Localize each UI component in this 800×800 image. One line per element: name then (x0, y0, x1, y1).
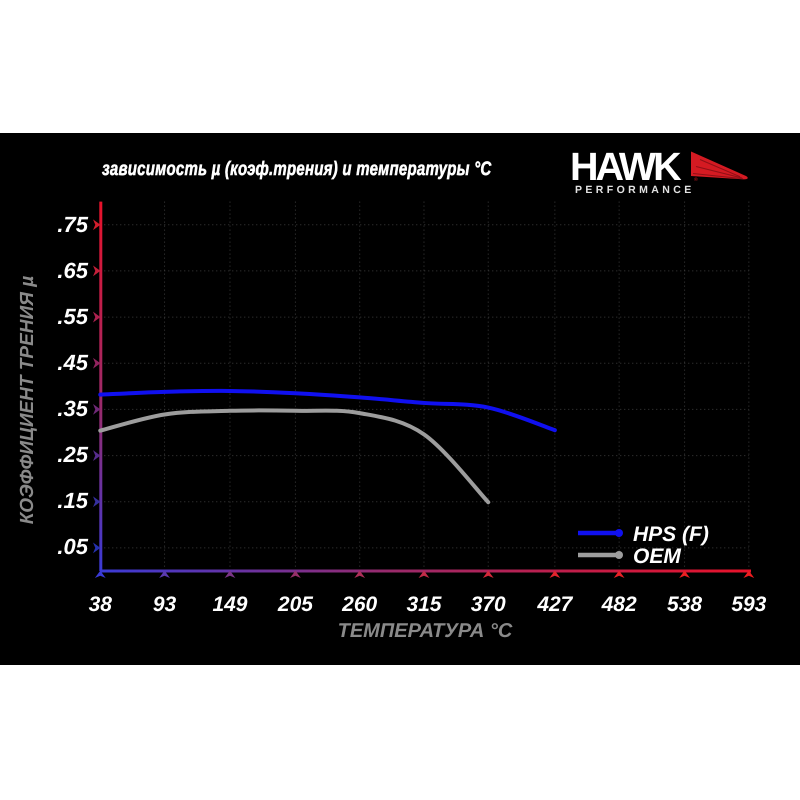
svg-text:.45: .45 (57, 350, 88, 375)
svg-text:HAWK: HAWK (572, 148, 682, 189)
svg-text:КОЭФФИЦИЕНТ ТРЕНИЯ µ: КОЭФФИЦИЕНТ ТРЕНИЯ µ (17, 276, 38, 524)
svg-text:.55: .55 (57, 304, 88, 329)
svg-text:315: 315 (406, 593, 441, 616)
svg-text:HPS (F): HPS (F) (633, 523, 709, 546)
svg-text:.05: .05 (57, 534, 88, 559)
svg-text:.15: .15 (57, 488, 88, 513)
svg-text:.25: .25 (57, 442, 88, 467)
svg-text:OEM: OEM (633, 545, 681, 568)
svg-text:149: 149 (212, 593, 247, 616)
svg-text:427: 427 (536, 593, 573, 616)
svg-text:593: 593 (731, 593, 766, 616)
svg-text:38: 38 (89, 593, 113, 616)
svg-text:.35: .35 (57, 396, 88, 421)
svg-text:205: 205 (277, 593, 313, 616)
svg-text:93: 93 (153, 593, 177, 616)
svg-text:.65: .65 (57, 258, 88, 283)
svg-text:зависимость µ (коэф.трения) и: зависимость µ (коэф.трения) и температур… (102, 158, 492, 180)
svg-text:.75: .75 (57, 212, 88, 237)
svg-text:538: 538 (667, 593, 702, 616)
svg-text:482: 482 (601, 593, 637, 616)
svg-text:260: 260 (341, 593, 377, 616)
svg-text:®: ® (694, 177, 698, 183)
svg-text:370: 370 (471, 593, 506, 616)
svg-text:PERFORMANCE: PERFORMANCE (575, 184, 695, 196)
svg-text:ТЕМПЕРАТУРА °C: ТЕМПЕРАТУРА °C (338, 620, 513, 642)
